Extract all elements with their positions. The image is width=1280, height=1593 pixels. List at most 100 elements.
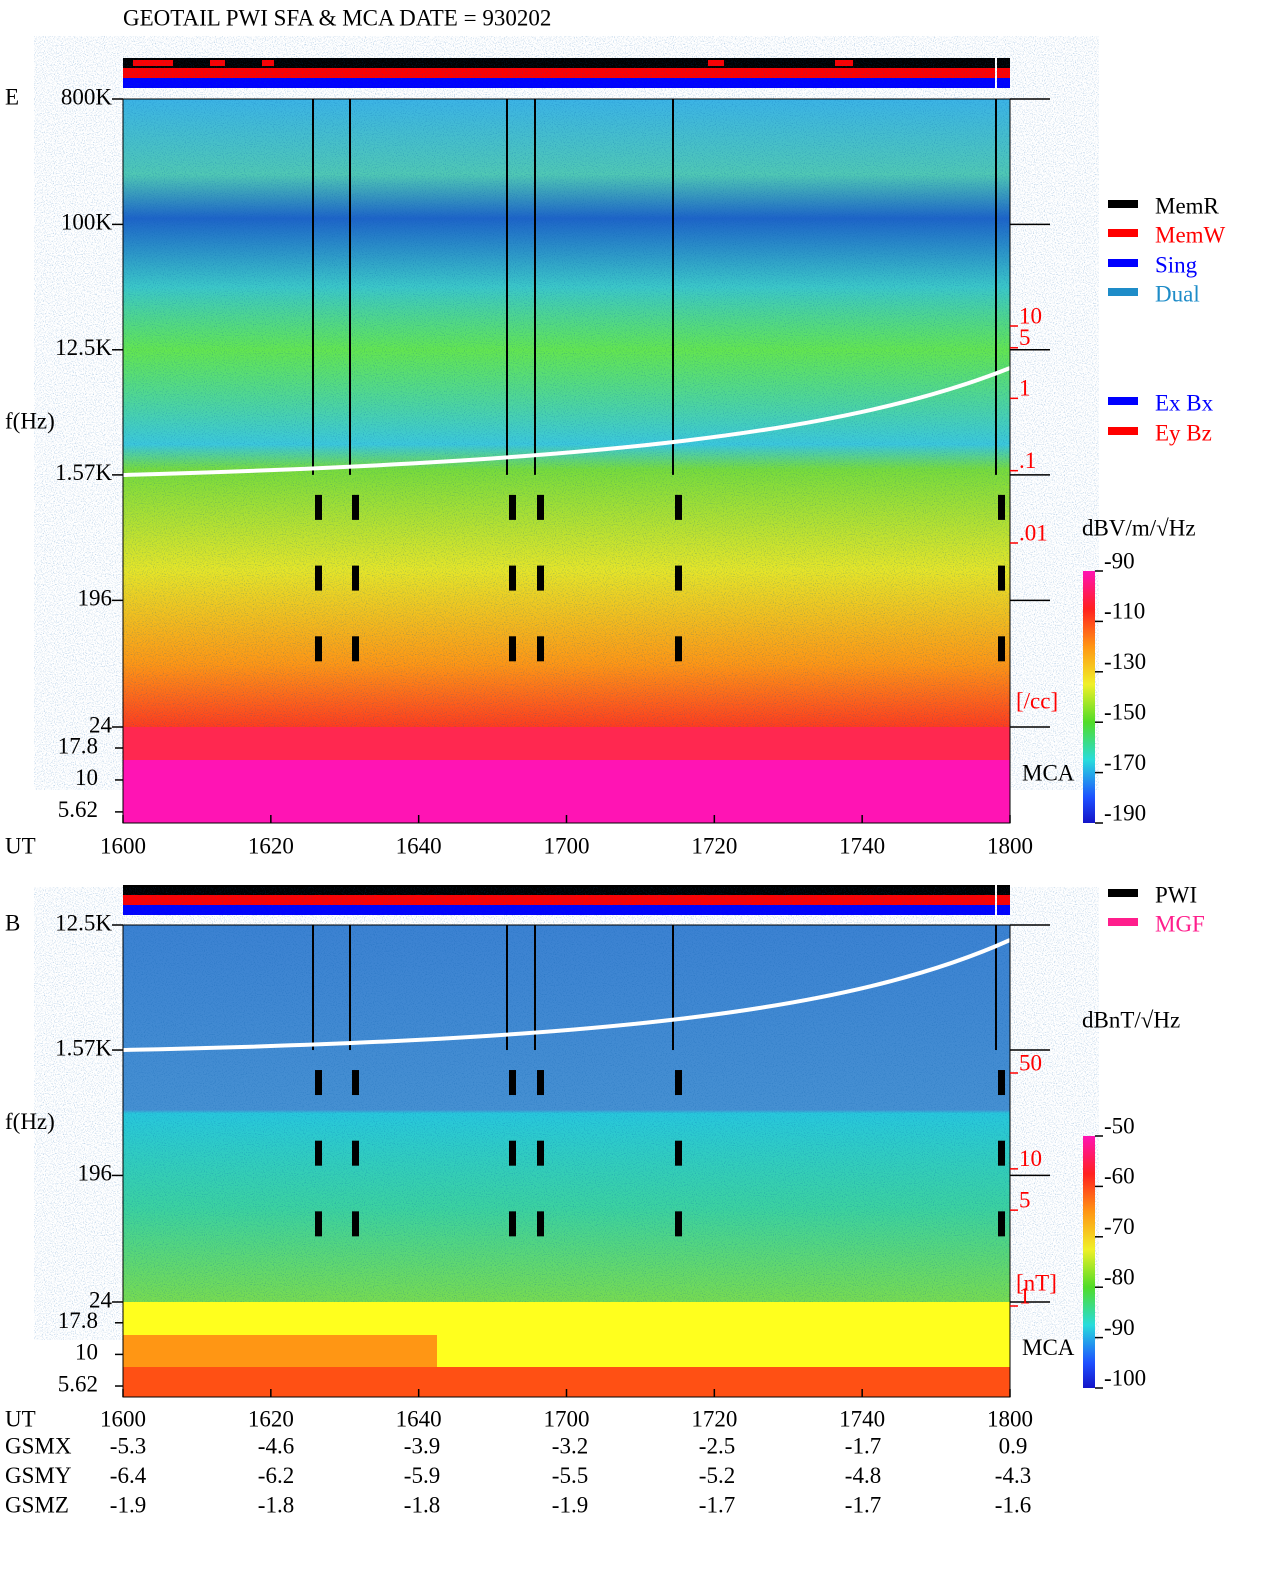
data-gap bbox=[675, 636, 682, 662]
mca-tick-label: 17.8 bbox=[58, 1308, 98, 1333]
colorbar-tick-label: -110 bbox=[1104, 599, 1145, 624]
status-bar bbox=[123, 905, 1010, 915]
data-gap bbox=[675, 565, 682, 591]
data-gap bbox=[352, 1070, 359, 1096]
mca-tick-label: 5.62 bbox=[58, 797, 98, 822]
colorbar-tick-label: -100 bbox=[1104, 1365, 1146, 1390]
y-tick-label: 12.5K bbox=[55, 910, 112, 935]
x-tick-label: 1740 bbox=[839, 1406, 885, 1431]
data-gap bbox=[509, 1070, 516, 1096]
data-gap bbox=[352, 1140, 359, 1166]
spectrogram-noise bbox=[123, 99, 1010, 727]
colorbar-tick-label: -50 bbox=[1104, 1113, 1135, 1138]
x-tick-label: 1800 bbox=[987, 833, 1033, 858]
data-gap bbox=[998, 565, 1005, 591]
y-tick-label: 24 bbox=[89, 712, 113, 737]
data-gap bbox=[315, 565, 322, 591]
colorbar-tick-label: -170 bbox=[1104, 750, 1146, 775]
data-gap bbox=[315, 1211, 322, 1237]
data-gap bbox=[675, 1070, 682, 1096]
plasma-frequency bbox=[122, 366, 1011, 477]
legend-swatch bbox=[1108, 259, 1138, 267]
colorbar-tick-label: -90 bbox=[1104, 1315, 1135, 1340]
legend-label: MGF bbox=[1155, 911, 1205, 936]
mca-band bbox=[123, 727, 1010, 760]
x-tick-label: 1740 bbox=[839, 833, 885, 858]
orbit-row-label: GSMY bbox=[5, 1463, 72, 1488]
data-gap bbox=[537, 636, 544, 662]
x-tick-label: 1720 bbox=[691, 833, 737, 858]
x-tick-label: 1640 bbox=[396, 833, 442, 858]
x-tick-label: 1600 bbox=[100, 833, 146, 858]
data-gap bbox=[998, 1211, 1005, 1237]
legend-label: MemW bbox=[1155, 222, 1226, 247]
orbit-value: -5.9 bbox=[404, 1463, 440, 1488]
x-tick-label: 1700 bbox=[544, 833, 590, 858]
legend-swatch bbox=[1108, 427, 1138, 435]
status-marker bbox=[995, 58, 997, 88]
status-segment bbox=[262, 60, 274, 66]
legend-swatch bbox=[1108, 229, 1138, 237]
y-tick-label: 24 bbox=[89, 1287, 113, 1312]
orbit-value: -4.8 bbox=[845, 1463, 881, 1488]
colorbar-label: dBnT/√Hz bbox=[1082, 1007, 1180, 1032]
status-bar bbox=[123, 885, 1010, 895]
orbit-value: -1.8 bbox=[404, 1492, 440, 1517]
orbit-value: -5.5 bbox=[552, 1463, 588, 1488]
colorbar-tick-label: -130 bbox=[1104, 649, 1146, 674]
orbit-value: -5.2 bbox=[699, 1463, 735, 1488]
y-tick-label: 12.5K bbox=[55, 335, 112, 360]
x-tick-label: 1620 bbox=[248, 1406, 294, 1431]
data-gap bbox=[315, 1070, 322, 1096]
orbit-value: -6.4 bbox=[110, 1463, 147, 1488]
data-gap bbox=[352, 494, 359, 520]
legend-swatch bbox=[1108, 200, 1138, 208]
orbit-row-label: GSMX bbox=[5, 1433, 72, 1458]
data-gap bbox=[509, 1140, 516, 1166]
legend-swatch bbox=[1108, 288, 1138, 296]
mca-label: MCA bbox=[1022, 760, 1075, 785]
orbit-row-label: GSMZ bbox=[5, 1492, 69, 1517]
data-gap bbox=[509, 494, 516, 520]
panel-label: E bbox=[5, 84, 19, 109]
orbit-value: -1.7 bbox=[845, 1433, 881, 1458]
density-tick-label: 10 bbox=[1019, 303, 1042, 328]
status-segment bbox=[133, 60, 173, 66]
data-gap bbox=[537, 1070, 544, 1096]
x-tick-label: 1640 bbox=[396, 1406, 442, 1431]
data-gap bbox=[509, 1211, 516, 1237]
x-tick-label: 1720 bbox=[691, 1406, 737, 1431]
data-gap bbox=[352, 565, 359, 591]
density-unit: [/cc] bbox=[1016, 688, 1058, 713]
y-tick-label: 1.57K bbox=[55, 1035, 112, 1060]
colorbar-tick-label: -60 bbox=[1104, 1164, 1135, 1189]
colorbar-tick-label: -90 bbox=[1104, 548, 1135, 573]
y-axis-label: f(Hz) bbox=[5, 408, 55, 433]
orbit-value: -1.7 bbox=[699, 1492, 735, 1517]
status-bar bbox=[123, 58, 1010, 68]
density-tick-label: 10 bbox=[1019, 1146, 1042, 1171]
legend-label: Sing bbox=[1155, 252, 1198, 277]
data-gap bbox=[675, 1211, 682, 1237]
orbit-value: -1.7 bbox=[845, 1492, 881, 1517]
orbit-value: -3.9 bbox=[404, 1433, 440, 1458]
colorbar-tick-label: -80 bbox=[1104, 1264, 1135, 1289]
legend-label: Dual bbox=[1155, 281, 1200, 306]
colorbar-label: dBV/m/√Hz bbox=[1082, 515, 1196, 540]
y-tick-label: 196 bbox=[78, 1161, 113, 1186]
colorbar-tick-label: -150 bbox=[1104, 699, 1146, 724]
mca-tick-label: 10 bbox=[75, 1340, 98, 1365]
legend-swatch bbox=[1108, 889, 1138, 897]
data-gap bbox=[537, 494, 544, 520]
data-gap bbox=[675, 494, 682, 520]
orbit-value: -1.9 bbox=[552, 1492, 588, 1517]
orbit-value: -6.2 bbox=[258, 1463, 294, 1488]
data-gap bbox=[352, 1211, 359, 1237]
mca-band bbox=[123, 1335, 437, 1367]
data-gap bbox=[315, 494, 322, 520]
density-tick-label: .01 bbox=[1019, 520, 1048, 545]
x-tick-label: 1800 bbox=[987, 1406, 1033, 1431]
data-gap bbox=[509, 565, 516, 591]
data-gap bbox=[315, 1140, 322, 1166]
